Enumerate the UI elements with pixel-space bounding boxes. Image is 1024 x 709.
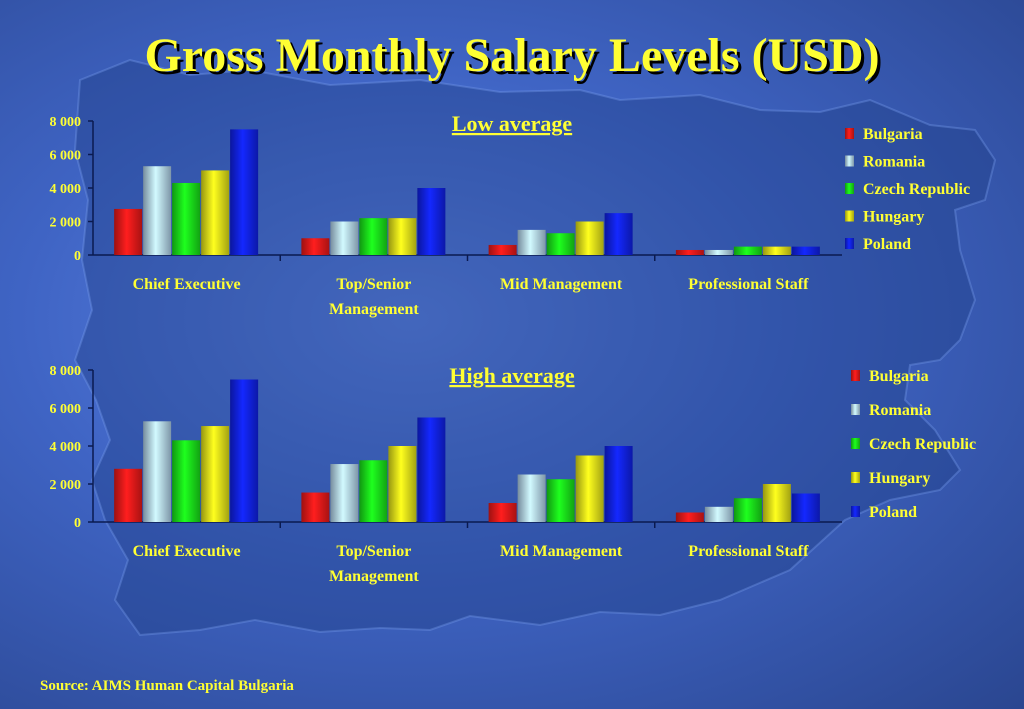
bar-bulgaria [301,492,330,522]
legend-label: Romania [869,402,931,419]
legend-label: Poland [863,236,911,253]
source-note: Source: AIMS Human Capital Bulgaria [40,678,294,694]
legend-swatch [851,404,860,415]
bar-czech-republic [172,440,201,522]
bar-poland [791,493,820,522]
bar-bulgaria [114,208,143,255]
y-tick-label: 8 000 [50,115,82,130]
x-tick-label: Chief Executive [133,543,241,560]
bar-poland [417,417,446,522]
bar-poland [604,446,633,522]
bar-bulgaria [675,512,704,522]
bar-czech-republic [359,460,388,522]
legend-label: Czech Republic [863,181,970,198]
y-tick-label: 2 000 [50,216,82,231]
legend-label: Hungary [869,470,930,487]
bar-romania [143,421,172,522]
bar-czech-republic [546,233,575,255]
bar-hungary [762,246,791,255]
legend-label: Hungary [863,209,924,226]
chart-title: Low average [452,111,573,136]
bar-romania [330,221,359,255]
bar-romania [704,249,733,255]
y-tick-label: 0 [74,516,81,531]
bar-poland [604,213,633,255]
legend-swatch [845,183,854,194]
legend-swatch [851,438,860,449]
bar-poland [791,246,820,255]
bar-hungary [575,221,604,255]
legend-label: Romania [863,154,925,171]
bar-romania [143,166,172,255]
x-tick-label: Professional Staff [688,543,809,560]
bar-czech-republic [359,218,388,255]
bar-hungary [388,218,417,255]
bar-poland [417,188,446,255]
x-tick-label: Chief Executive [133,276,241,293]
bar-czech-republic [172,182,201,255]
bar-romania [517,229,546,255]
bar-czech-republic [546,479,575,522]
bar-bulgaria [301,238,330,255]
page-title: Gross Monthly Salary Levels (USD) [144,29,880,82]
bar-czech-republic [733,246,762,255]
y-tick-label: 8 000 [50,364,82,379]
bar-romania [517,474,546,522]
legend-swatch [845,238,854,249]
high-average-chart: 8 000 6 000 4 000 2 000 0 Chief Executive Top/… [50,363,977,585]
bar-hungary [201,170,230,255]
bar-bulgaria [488,503,517,522]
y-tick-label: 4 000 [50,182,82,197]
chart-title: High average [449,363,574,388]
legend-swatch [845,128,854,139]
legend-label: Czech Republic [869,436,976,453]
bar-hungary [762,484,791,522]
bar-poland [230,129,259,255]
x-tick-label: Professional Staff [688,276,809,293]
bar-bulgaria [488,244,517,255]
bar-bulgaria [675,249,704,255]
bar-hungary [575,455,604,522]
y-tick-label: 4 000 [50,440,82,455]
x-tick-label: Mid Management [500,543,623,560]
legend-label: Poland [869,504,917,521]
y-tick-label: 6 000 [50,149,82,164]
y-tick-label: 6 000 [50,402,82,417]
x-tick-label: Mid Management [500,276,623,293]
y-tick-label: 2 000 [50,478,82,493]
legend-label: Bulgaria [863,126,923,143]
legend-swatch [851,472,860,483]
bar-bulgaria [114,468,143,522]
bar-romania [330,464,359,522]
bar-romania [704,506,733,522]
legend-swatch [851,370,860,381]
legend-label: Bulgaria [869,368,929,385]
bar-hungary [201,426,230,522]
bar-poland [230,379,259,522]
bar-hungary [388,446,417,522]
x-tick-label: Top/Senior Management [329,276,419,318]
legend-swatch [845,155,854,167]
y-tick-label: 0 [74,249,81,264]
legend-swatch [851,506,860,517]
x-tick-label: Top/Senior Management [329,543,419,585]
low-average-chart: 8 000 6 000 4 000 2 000 0 Chief Executive Top/… [50,111,971,318]
legend-swatch [845,210,854,222]
bar-czech-republic [733,498,762,522]
